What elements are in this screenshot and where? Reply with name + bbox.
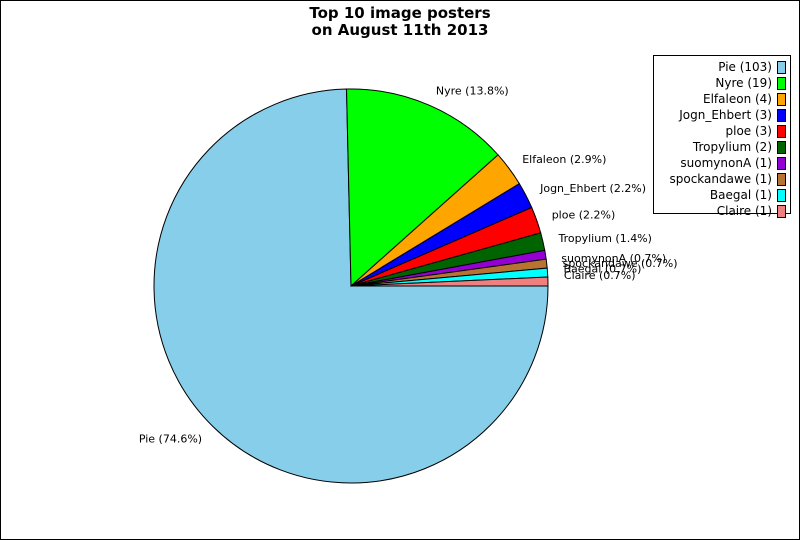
legend-item-jogn_ehbert: Jogn_Ehbert (3) xyxy=(654,107,790,123)
legend-label: Pie (103) xyxy=(718,60,772,74)
legend-swatch xyxy=(777,188,786,202)
slice-label-suomynona: suomynonA (0.7%) xyxy=(561,252,666,265)
legend-swatch xyxy=(777,172,786,186)
legend-item-pie: Pie (103) xyxy=(654,59,790,75)
slice-label-jogn_ehbert: Jogn_Ehbert (2.2%) xyxy=(539,182,646,195)
legend-swatch xyxy=(777,76,786,90)
chart-title-line-2: on August 11th 2013 xyxy=(311,21,489,39)
legend-swatch xyxy=(777,156,786,170)
legend-item-suomynona: suomynonA (1) xyxy=(654,155,790,171)
legend-swatch xyxy=(777,92,786,106)
legend-label: Nyre (19) xyxy=(715,76,772,90)
legend-item-nyre: Nyre (19) xyxy=(654,75,790,91)
legend-item-spockandawe: spockandawe (1) xyxy=(654,171,790,187)
slice-label-ploe: ploe (2.2%) xyxy=(552,209,616,222)
pie-slice-nyre xyxy=(346,88,499,288)
legend-swatch xyxy=(777,124,786,138)
legend-swatch xyxy=(777,108,786,122)
slice-label-baegal: Baegal (0.7%) xyxy=(564,263,642,276)
slice-label-spockandawe: spockandawe (0.7%) xyxy=(563,257,678,270)
legend: Pie (103) Nyre (19) Elfaleon (4) Jogn_Ehber… xyxy=(653,55,791,218)
legend-label: Baegal (1) xyxy=(709,188,772,202)
legend-label: ploe (3) xyxy=(725,124,773,138)
pie-slice-claire xyxy=(350,276,549,287)
legend-swatch xyxy=(777,204,786,218)
legend-label: Tropylium (2) xyxy=(692,140,772,154)
legend-item-ploe: ploe (3) xyxy=(654,123,790,139)
slice-label-pie: Pie (74.6%) xyxy=(139,432,202,445)
legend-swatch xyxy=(777,60,786,74)
legend-item-baegal: Baegal (1) xyxy=(654,187,790,203)
pie-slice-pie xyxy=(153,88,549,484)
legend-item-elfaleon: Elfaleon (4) xyxy=(654,91,790,107)
legend-label: Elfaleon (4) xyxy=(703,92,772,106)
legend-label: suomynonA (1) xyxy=(680,156,772,170)
legend-item-tropylium: Tropylium (2) xyxy=(654,139,790,155)
slice-label-nyre: Nyre (13.8%) xyxy=(436,85,509,98)
legend-item-claire: Claire (1) xyxy=(654,203,790,219)
legend-label: Jogn_Ehbert (3) xyxy=(679,108,772,122)
chart-title-line-1: Top 10 image posters xyxy=(309,4,491,22)
legend-swatch xyxy=(777,140,786,154)
slice-label-tropylium: Tropylium (1.4%) xyxy=(558,232,652,245)
slice-label-elfaleon: Elfaleon (2.9%) xyxy=(522,153,606,166)
legend-label: Claire (1) xyxy=(716,204,772,218)
legend-label: spockandawe (1) xyxy=(669,172,773,186)
slice-label-claire: Claire (0.7%) xyxy=(564,269,636,282)
